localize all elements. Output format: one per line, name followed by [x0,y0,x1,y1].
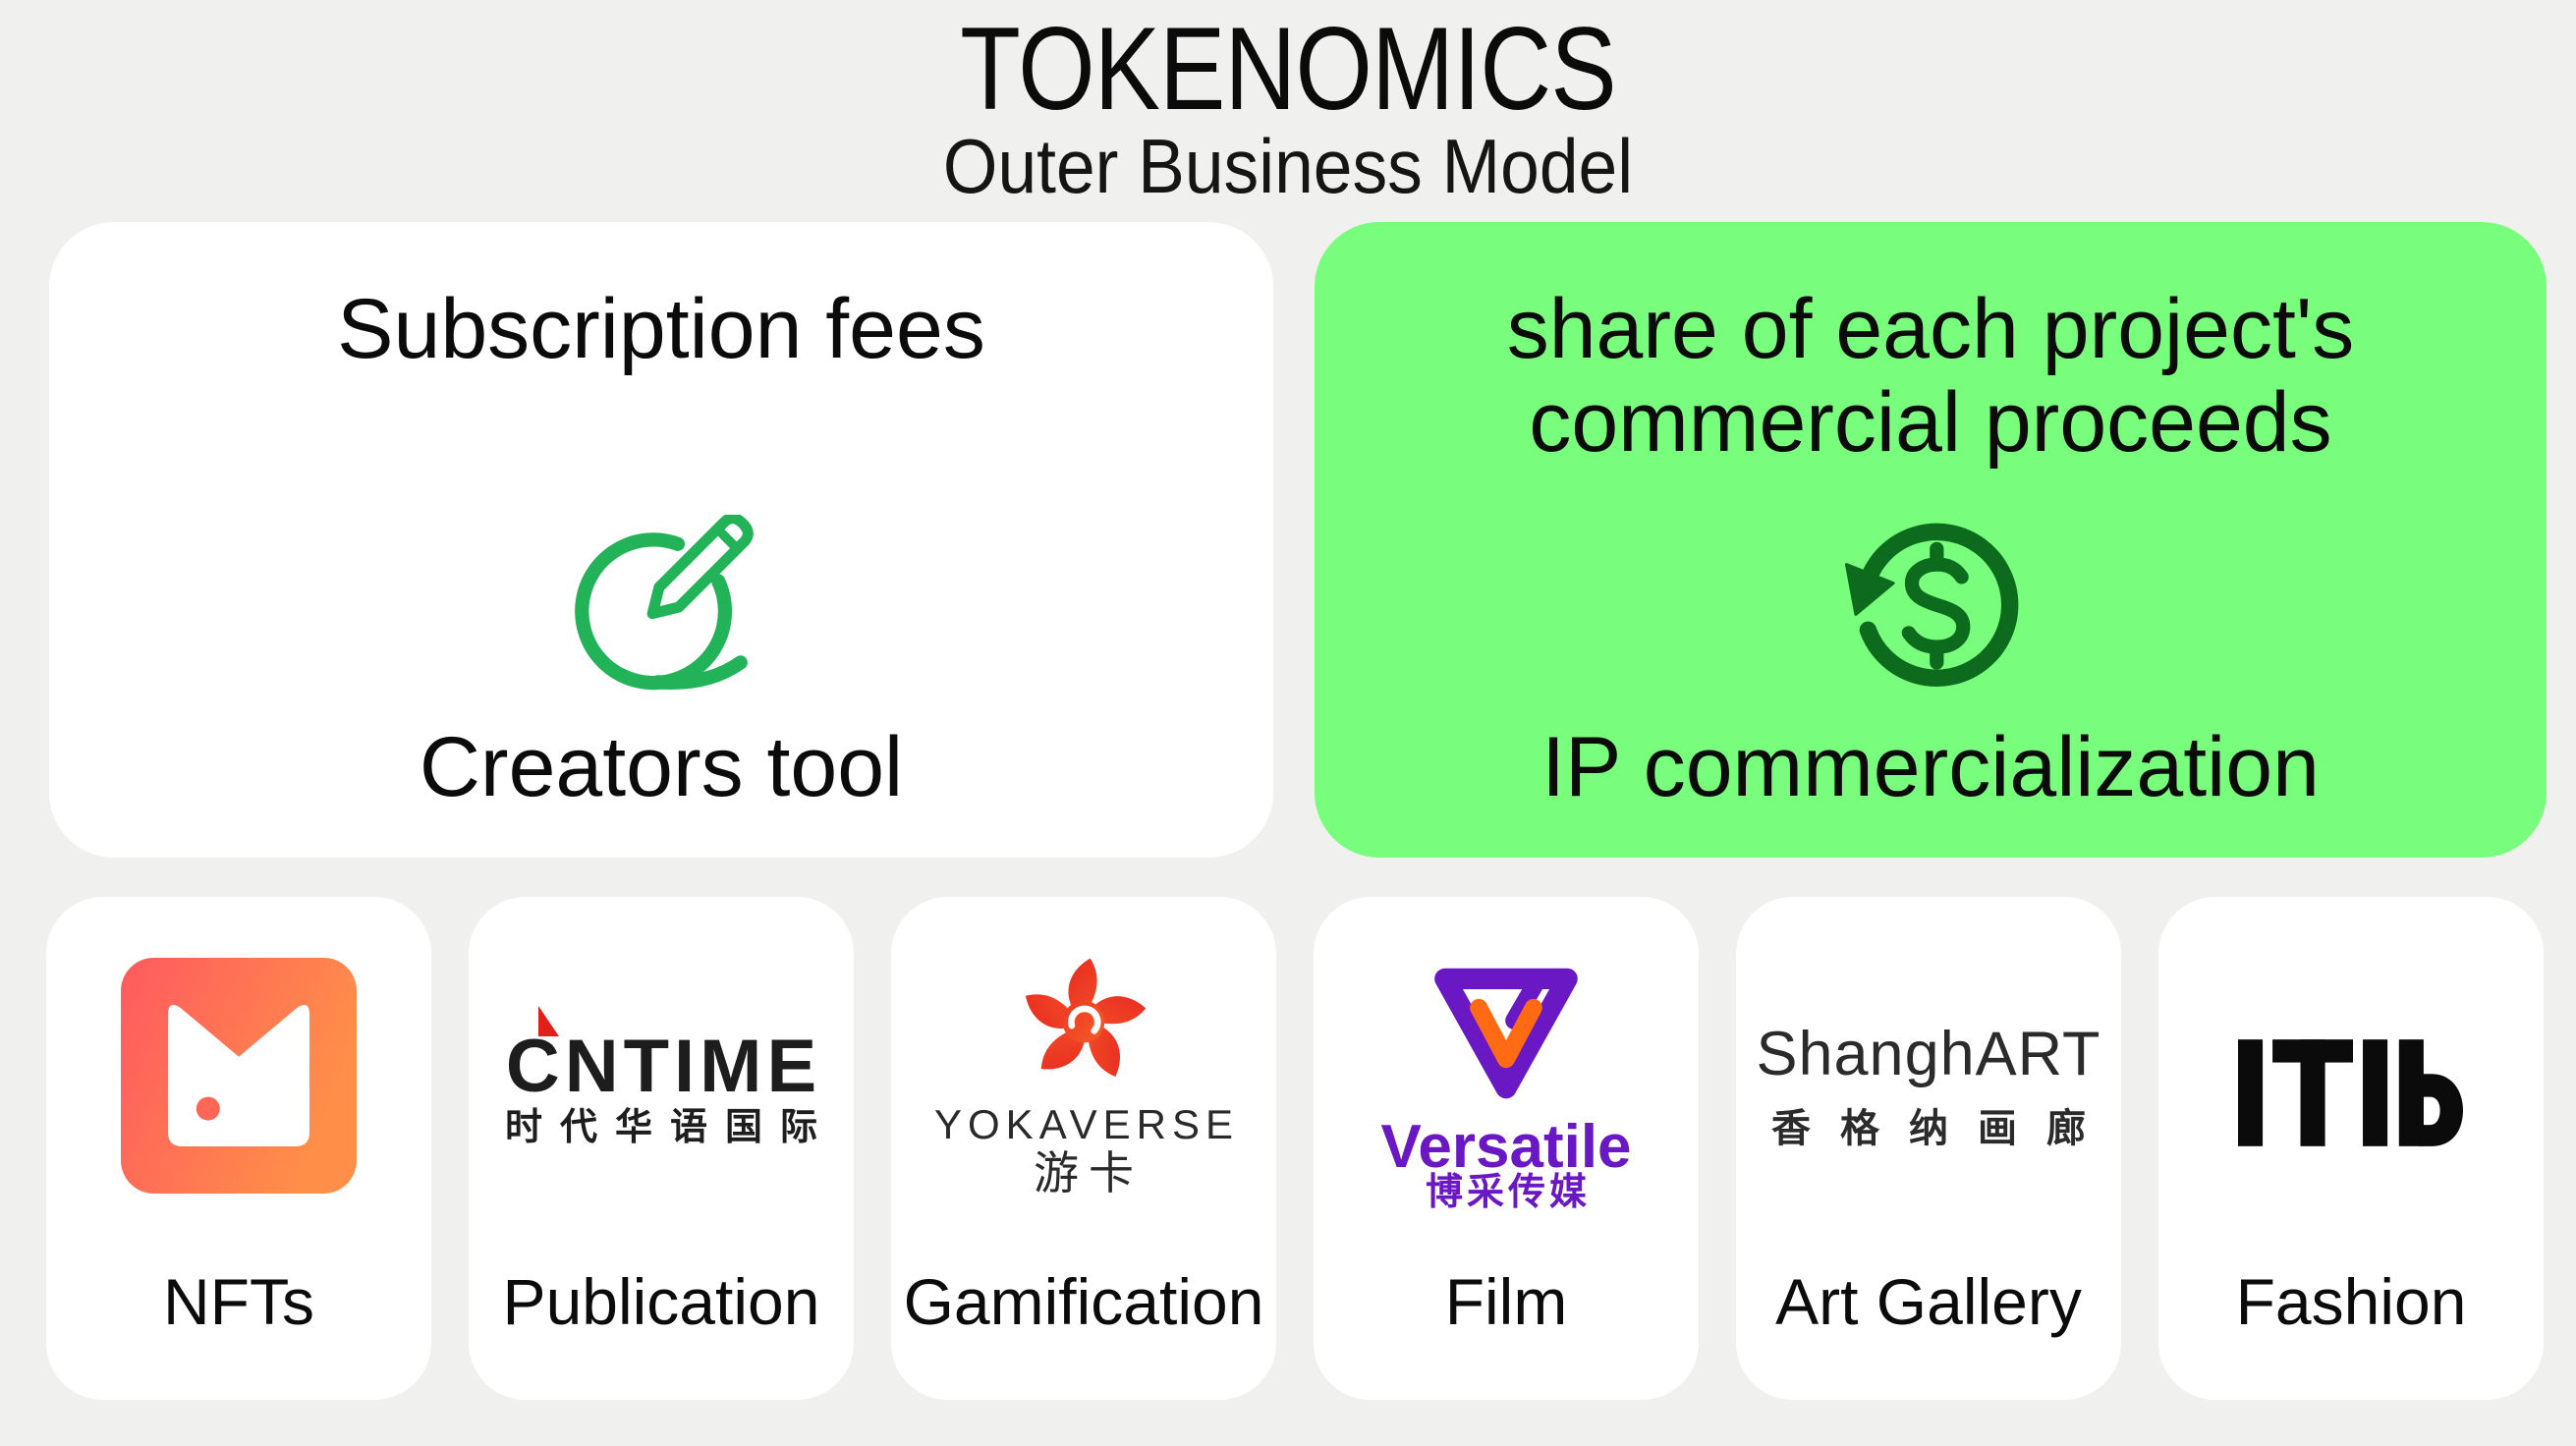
slide-subtitle: Outer Business Model [942,123,1634,209]
refresh-ring-shape [1859,523,2019,687]
ring-shape [575,532,732,691]
yokaverse-wordmark: YOKAVERSE [934,1101,1239,1147]
cntime-red-mark [538,1006,559,1036]
shanghart-subtext: 香格纳画廊 [1771,1107,2115,1150]
nft-platform-logo [121,958,357,1194]
subscription-fees-card: Subscription fees Creators tool [49,222,1273,858]
cntime-wordmark: CNTIME [505,1025,822,1108]
yokaverse-swirl-mark [1025,958,1147,1077]
versatile-wordmark: Versatile [1380,1113,1632,1181]
vertical-label: Gamification [903,1265,1264,1338]
stream-heading-line: commercial proceeds [1529,375,2332,470]
creator-pen-circle-icon [575,515,754,691]
vertical-card-gamification: YOKAVERSE 游卡 Gamification [891,897,1276,1400]
vertical-label: NFTs [163,1265,314,1338]
vertical-label: Publication [502,1265,820,1338]
slide-title: TOKENOMICS [960,3,1616,135]
vertical-card-publication: CNTIME 时代华语国际 Publication [469,897,854,1400]
yokaverse-subtext: 游卡 [1034,1147,1144,1198]
dollar-refresh-icon [1844,523,2019,687]
stream-heading-line: Subscription fees [337,282,985,376]
vertical-card-film: Versatile 博采传媒 Film [1314,897,1699,1400]
stream-label: IP commercialization [1541,720,2320,814]
vertical-label: Fashion [2235,1265,2467,1338]
vertical-card-nfts: NFTs [46,897,431,1400]
ip-proceeds-card: share of each project's commercial proce… [1315,222,2547,858]
versatile-triangle-mark [1434,968,1578,1099]
versatile-subtext: 博采传媒 [1425,1172,1591,1213]
stream-heading: Subscription fees [49,283,1273,376]
swoosh-shape [650,655,748,690]
pencil-shape [646,515,754,620]
dollar-sign-shape [1901,541,1971,670]
stream-heading-line: share of each project's [1506,282,2355,376]
vertical-label: Film [1444,1265,1568,1338]
arrowhead-shape [1844,563,1895,616]
vertical-label: Art Gallery [1775,1265,2082,1338]
stream-heading: share of each project's commercial proce… [1315,283,2547,470]
stream-label: Creators tool [419,720,904,814]
itib-logo [2238,1039,2463,1146]
vertical-card-art-gallery: ShanghART 香格纳画廊 Art Gallery [1736,897,2121,1400]
cntime-subtext: 时代华语国际 [504,1107,835,1148]
shanghart-wordmark: ShanghART [1756,1020,2101,1088]
vertical-card-fashion: Fashion [2158,897,2544,1400]
